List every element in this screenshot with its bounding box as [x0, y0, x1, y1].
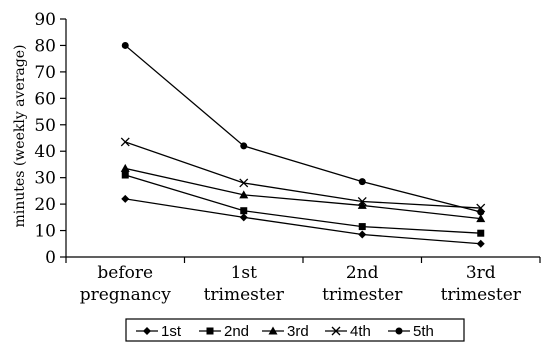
y-tick-label: 20 — [34, 195, 56, 215]
y-axis-title: minutes (weekly average) — [12, 45, 28, 228]
data-point-5th — [358, 178, 366, 186]
y-tick-label: 0 — [45, 248, 56, 268]
data-point-5th — [240, 142, 248, 150]
x-category-label: before pregnancy — [80, 263, 172, 305]
legend-marker — [395, 327, 403, 335]
data-point-2nd — [240, 207, 248, 215]
x-category-label-line: pregnancy — [80, 285, 172, 305]
legend-item-5th: 5th — [388, 323, 434, 340]
legend-label: 1st — [161, 323, 182, 340]
x-category-label-line: trimester — [322, 285, 403, 305]
y-tick-label: 70 — [34, 63, 56, 83]
series-2nd — [121, 171, 485, 237]
legend: 1st 2nd 3rd 4th 5th — [125, 318, 465, 342]
x-category-label-line: trimester — [204, 285, 285, 305]
y-axis-tick-labels: 0 10 20 30 40 50 60 70 80 90 — [34, 10, 56, 268]
series-group — [120, 41, 486, 248]
data-point-3rd — [120, 163, 130, 172]
legend-label: 4th — [350, 323, 371, 340]
data-point-5th — [477, 208, 485, 216]
data-point-2nd — [121, 171, 129, 179]
x-category-label: 1st trimester — [204, 263, 285, 305]
x-category-label-line: 2nd — [346, 263, 379, 283]
legend-marker — [331, 326, 341, 336]
legend-item-1st: 1st — [136, 323, 182, 340]
legend-label: 3rd — [287, 323, 309, 340]
data-point-3rd — [357, 200, 367, 209]
series-1st — [121, 194, 485, 248]
y-tick-label: 60 — [34, 89, 56, 109]
y-tick-label: 50 — [34, 116, 56, 136]
y-tick-label: 30 — [34, 169, 56, 189]
legend-item-2nd: 2nd — [199, 323, 249, 340]
data-point-2nd — [477, 229, 485, 237]
data-point-3rd — [476, 214, 486, 223]
legend-label: 5th — [413, 323, 434, 340]
y-tick-label: 90 — [34, 10, 56, 30]
series-line-5th — [124, 44, 481, 213]
legend-item-4th: 4th — [325, 323, 371, 340]
data-point-4th — [239, 178, 249, 188]
legend-box — [125, 318, 465, 342]
legend-item-3rd: 3rd — [262, 323, 309, 340]
data-point-1st — [121, 194, 130, 203]
data-point-4th — [120, 137, 130, 147]
series-3rd — [120, 163, 486, 223]
series-line-3rd — [125, 167, 481, 220]
series-line-4th — [125, 141, 481, 209]
data-point-3rd — [239, 190, 249, 199]
data-point-5th — [121, 41, 129, 49]
y-tick-label: 10 — [34, 222, 56, 242]
data-point-4th — [357, 197, 367, 206]
x-category-label-line: 3rd — [466, 263, 496, 283]
y-tick-label: 40 — [34, 142, 56, 162]
x-category-label-line: before — [97, 263, 153, 283]
series-line-2nd — [125, 174, 481, 234]
series-line-1st — [125, 198, 481, 245]
legend-marker — [206, 327, 214, 335]
y-tick-label: 80 — [34, 36, 56, 56]
series-5th — [121, 41, 485, 216]
x-category-label-line: trimester — [441, 285, 522, 305]
chart-axes — [60, 18, 541, 263]
legend-label: 2nd — [224, 323, 249, 340]
series-4th — [120, 137, 486, 213]
x-category-label: 2nd trimester — [322, 263, 403, 305]
data-point-1st — [358, 230, 367, 239]
legend-marker — [268, 326, 278, 335]
x-category-label: 3rd trimester — [441, 263, 522, 305]
data-point-1st — [476, 239, 485, 248]
data-point-1st — [239, 213, 248, 222]
legend-marker — [143, 327, 151, 335]
data-point-2nd — [358, 223, 366, 231]
x-category-label-line: 1st — [231, 263, 258, 283]
